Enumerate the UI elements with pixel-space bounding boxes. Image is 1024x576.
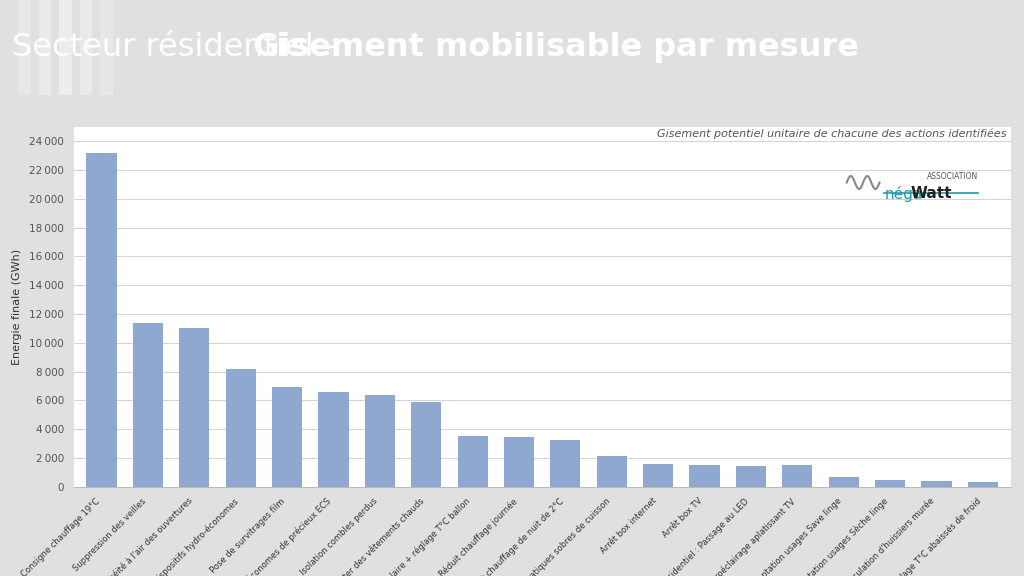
Text: Gisement mobilisable par mesure: Gisement mobilisable par mesure	[253, 32, 859, 63]
Bar	[968, 482, 998, 487]
Text: Secteur résidentiel –: Secteur résidentiel –	[12, 32, 350, 63]
Bar	[828, 477, 859, 487]
Bar	[504, 437, 535, 487]
Text: Watt: Watt	[910, 186, 952, 201]
Bar	[597, 456, 627, 487]
Text: ASSOCIATION: ASSOCIATION	[927, 172, 978, 181]
Bar	[922, 481, 951, 487]
Bar	[59, 0, 72, 95]
Bar	[272, 387, 302, 487]
Bar	[86, 153, 117, 487]
Bar	[18, 0, 31, 95]
Bar	[318, 392, 348, 487]
Bar	[458, 435, 487, 487]
Bar	[179, 328, 209, 487]
Bar	[876, 479, 905, 487]
Bar	[80, 0, 92, 95]
Bar	[100, 0, 113, 95]
Bar	[412, 402, 441, 487]
Bar	[365, 395, 395, 487]
Bar	[550, 440, 581, 487]
Bar	[643, 464, 673, 487]
Bar	[782, 465, 812, 487]
Bar	[39, 0, 51, 95]
Bar	[133, 323, 163, 487]
Bar	[689, 465, 720, 487]
Text: Gisement potentiel unitaire de chacune des actions identifiées: Gisement potentiel unitaire de chacune d…	[656, 128, 1006, 139]
Bar	[225, 369, 256, 487]
Y-axis label: Energie finale (GWh): Energie finale (GWh)	[12, 249, 23, 365]
Text: néga: néga	[884, 186, 923, 202]
Bar	[736, 466, 766, 487]
